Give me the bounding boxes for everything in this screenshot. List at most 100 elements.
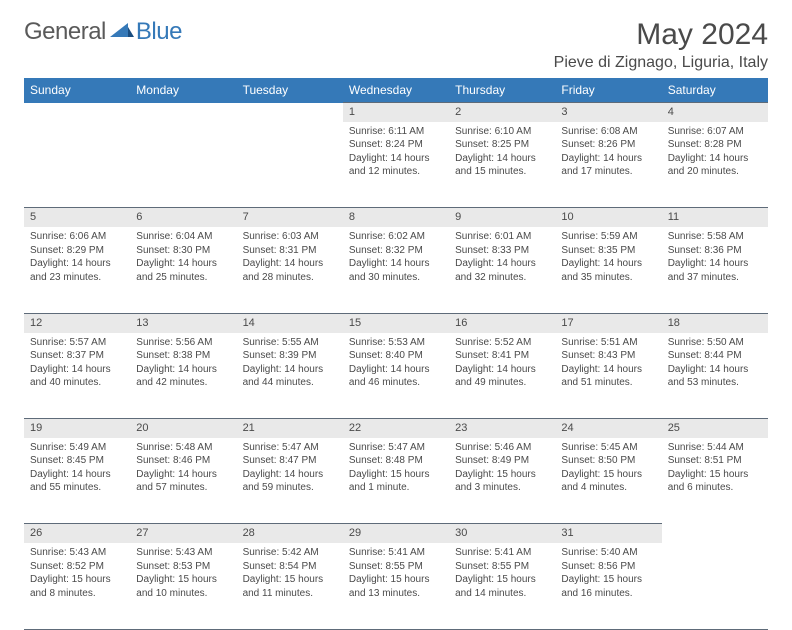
day-number-cell: 1: [343, 103, 449, 122]
title-block: May 2024 Pieve di Zignago, Liguria, Ital…: [554, 18, 768, 72]
day-number-cell: 27: [130, 524, 236, 543]
daylight-text: and 13 minutes.: [349, 587, 443, 601]
day-content-cell: Sunrise: 5:58 AMSunset: 8:36 PMDaylight:…: [662, 227, 768, 313]
daylight-text: and 23 minutes.: [30, 271, 124, 285]
sunset-text: Sunset: 8:45 PM: [30, 454, 124, 468]
sunset-text: Sunset: 8:47 PM: [243, 454, 337, 468]
brand-logo: General Blue: [24, 18, 182, 46]
day-content-cell: Sunrise: 5:47 AMSunset: 8:47 PMDaylight:…: [237, 438, 343, 524]
day-number-cell: 6: [130, 208, 236, 227]
day-number-cell: 12: [24, 313, 130, 332]
daylight-text: Daylight: 14 hours: [243, 363, 337, 377]
daynum-row: 262728293031: [24, 524, 768, 543]
sunset-text: Sunset: 8:31 PM: [243, 244, 337, 258]
daylight-text: and 32 minutes.: [455, 271, 549, 285]
daylight-text: and 6 minutes.: [668, 481, 762, 495]
daylight-text: Daylight: 14 hours: [561, 257, 655, 271]
content-row: Sunrise: 5:57 AMSunset: 8:37 PMDaylight:…: [24, 333, 768, 419]
daylight-text: and 53 minutes.: [668, 376, 762, 390]
daylight-text: and 51 minutes.: [561, 376, 655, 390]
weekday-header: Sunday: [24, 78, 130, 103]
daylight-text: and 35 minutes.: [561, 271, 655, 285]
daynum-row: 12131415161718: [24, 313, 768, 332]
content-row: Sunrise: 6:11 AMSunset: 8:24 PMDaylight:…: [24, 122, 768, 208]
daylight-text: and 11 minutes.: [243, 587, 337, 601]
brand-mark-icon: [110, 21, 134, 39]
weekday-header: Thursday: [449, 78, 555, 103]
daylight-text: and 1 minute.: [349, 481, 443, 495]
sunset-text: Sunset: 8:46 PM: [136, 454, 230, 468]
daylight-text: and 55 minutes.: [30, 481, 124, 495]
day-number-cell: 17: [555, 313, 661, 332]
day-number-cell: 18: [662, 313, 768, 332]
day-number-cell: 24: [555, 419, 661, 438]
weekday-header-row: Sunday Monday Tuesday Wednesday Thursday…: [24, 78, 768, 103]
daynum-row: 567891011: [24, 208, 768, 227]
daylight-text: and 14 minutes.: [455, 587, 549, 601]
daylight-text: and 49 minutes.: [455, 376, 549, 390]
daylight-text: Daylight: 14 hours: [349, 363, 443, 377]
sunrise-text: Sunrise: 6:10 AM: [455, 125, 549, 139]
daylight-text: Daylight: 14 hours: [668, 152, 762, 166]
sunrise-text: Sunrise: 5:58 AM: [668, 230, 762, 244]
sunrise-text: Sunrise: 5:47 AM: [349, 441, 443, 455]
sunset-text: Sunset: 8:29 PM: [30, 244, 124, 258]
daylight-text: Daylight: 14 hours: [243, 257, 337, 271]
sunset-text: Sunset: 8:30 PM: [136, 244, 230, 258]
daylight-text: Daylight: 15 hours: [30, 573, 124, 587]
daylight-text: Daylight: 14 hours: [136, 468, 230, 482]
sunrise-text: Sunrise: 5:43 AM: [136, 546, 230, 560]
content-row: Sunrise: 6:06 AMSunset: 8:29 PMDaylight:…: [24, 227, 768, 313]
day-content-cell: Sunrise: 6:02 AMSunset: 8:32 PMDaylight:…: [343, 227, 449, 313]
brand-text-general: General: [24, 18, 106, 46]
sunrise-text: Sunrise: 6:08 AM: [561, 125, 655, 139]
day-content-cell: Sunrise: 5:47 AMSunset: 8:48 PMDaylight:…: [343, 438, 449, 524]
sunrise-text: Sunrise: 5:45 AM: [561, 441, 655, 455]
day-content-cell: [237, 122, 343, 208]
daylight-text: Daylight: 15 hours: [349, 468, 443, 482]
sunset-text: Sunset: 8:36 PM: [668, 244, 762, 258]
day-content-cell: Sunrise: 5:53 AMSunset: 8:40 PMDaylight:…: [343, 333, 449, 419]
sunrise-text: Sunrise: 5:53 AM: [349, 336, 443, 350]
sunset-text: Sunset: 8:35 PM: [561, 244, 655, 258]
calendar-table: Sunday Monday Tuesday Wednesday Thursday…: [24, 78, 768, 630]
day-number-cell: [24, 103, 130, 122]
sunrise-text: Sunrise: 5:42 AM: [243, 546, 337, 560]
day-content-cell: Sunrise: 5:55 AMSunset: 8:39 PMDaylight:…: [237, 333, 343, 419]
sunset-text: Sunset: 8:24 PM: [349, 138, 443, 152]
daylight-text: and 59 minutes.: [243, 481, 337, 495]
day-content-cell: Sunrise: 5:43 AMSunset: 8:52 PMDaylight:…: [24, 543, 130, 629]
sunrise-text: Sunrise: 5:55 AM: [243, 336, 337, 350]
day-number-cell: 16: [449, 313, 555, 332]
day-content-cell: Sunrise: 5:59 AMSunset: 8:35 PMDaylight:…: [555, 227, 661, 313]
day-content-cell: Sunrise: 5:40 AMSunset: 8:56 PMDaylight:…: [555, 543, 661, 629]
day-content-cell: Sunrise: 6:10 AMSunset: 8:25 PMDaylight:…: [449, 122, 555, 208]
day-number-cell: 4: [662, 103, 768, 122]
sunrise-text: Sunrise: 5:51 AM: [561, 336, 655, 350]
day-content-cell: Sunrise: 5:51 AMSunset: 8:43 PMDaylight:…: [555, 333, 661, 419]
daynum-row: 19202122232425: [24, 419, 768, 438]
daylight-text: and 30 minutes.: [349, 271, 443, 285]
day-number-cell: 30: [449, 524, 555, 543]
daylight-text: and 25 minutes.: [136, 271, 230, 285]
daylight-text: and 37 minutes.: [668, 271, 762, 285]
day-content-cell: Sunrise: 5:49 AMSunset: 8:45 PMDaylight:…: [24, 438, 130, 524]
sunrise-text: Sunrise: 5:41 AM: [349, 546, 443, 560]
sunset-text: Sunset: 8:43 PM: [561, 349, 655, 363]
sunrise-text: Sunrise: 6:02 AM: [349, 230, 443, 244]
sunrise-text: Sunrise: 5:46 AM: [455, 441, 549, 455]
day-content-cell: Sunrise: 6:07 AMSunset: 8:28 PMDaylight:…: [662, 122, 768, 208]
day-content-cell: Sunrise: 6:04 AMSunset: 8:30 PMDaylight:…: [130, 227, 236, 313]
sunset-text: Sunset: 8:39 PM: [243, 349, 337, 363]
daylight-text: Daylight: 14 hours: [349, 152, 443, 166]
daylight-text: Daylight: 14 hours: [136, 257, 230, 271]
day-number-cell: [130, 103, 236, 122]
day-number-cell: 29: [343, 524, 449, 543]
day-number-cell: 2: [449, 103, 555, 122]
daylight-text: Daylight: 15 hours: [455, 468, 549, 482]
sunrise-text: Sunrise: 6:01 AM: [455, 230, 549, 244]
weekday-header: Friday: [555, 78, 661, 103]
day-content-cell: Sunrise: 5:52 AMSunset: 8:41 PMDaylight:…: [449, 333, 555, 419]
sunset-text: Sunset: 8:33 PM: [455, 244, 549, 258]
sunset-text: Sunset: 8:37 PM: [30, 349, 124, 363]
